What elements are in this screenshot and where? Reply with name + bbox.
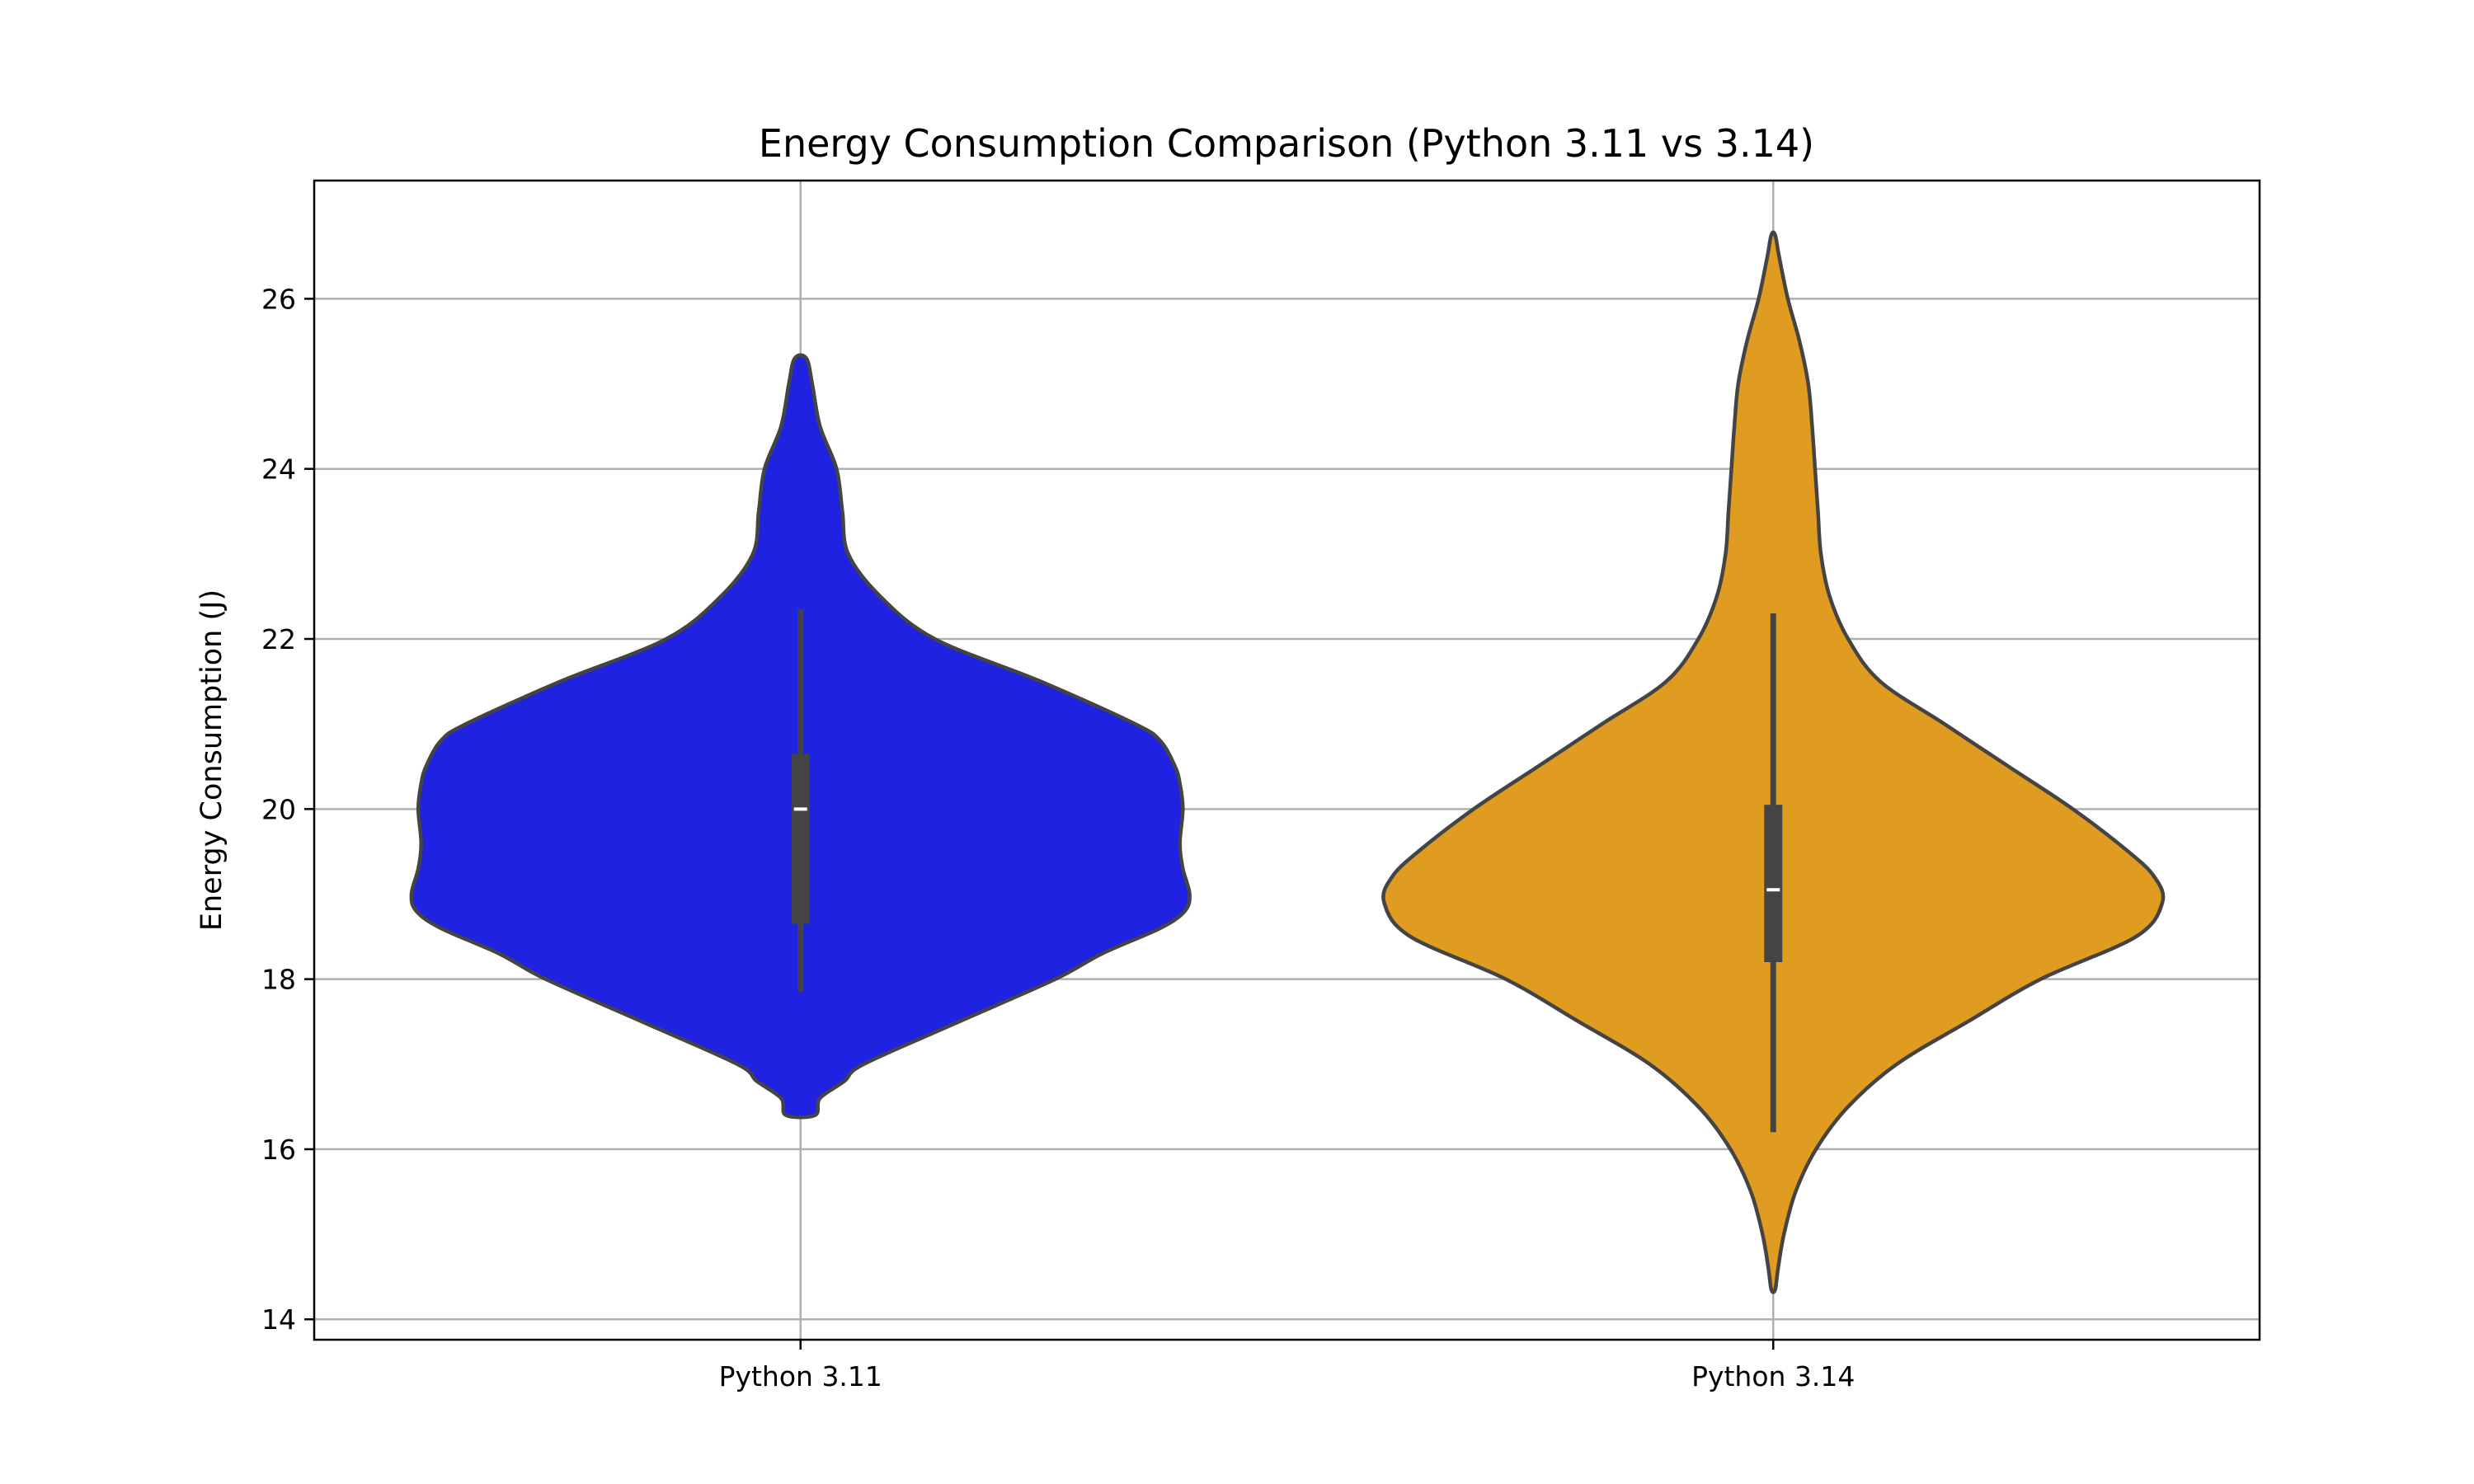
y-axis-label: Energy Consumption (J): [195, 589, 228, 931]
x-tick-label: Python 3.11: [719, 1360, 882, 1392]
y-tick-label: 26: [261, 283, 296, 315]
y-tick-label: 24: [261, 453, 296, 486]
iqr-box: [791, 754, 810, 924]
y-tick-label: 16: [261, 1134, 296, 1166]
y-tick-label: 14: [261, 1303, 296, 1336]
ticks: 14 16 18 20 22 24 26 Python 3.11 Python 3.14: [261, 283, 1855, 1392]
x-tick-label: Python 3.14: [1691, 1360, 1855, 1392]
y-tick-label: 22: [261, 623, 296, 655]
iqr-box: [1764, 805, 1783, 962]
axes-frame: [313, 179, 2261, 1341]
violins: [409, 230, 2166, 1294]
y-tick-label: 18: [261, 964, 296, 996]
chart-title: Energy Consumption Comparison (Python 3.…: [759, 121, 1814, 166]
y-tick-label: 20: [261, 793, 296, 825]
